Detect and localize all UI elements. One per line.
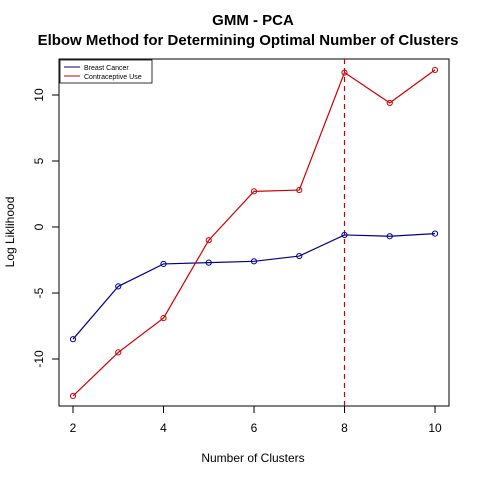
data-point-contraceptive-use <box>160 314 167 322</box>
data-point-contraceptive-use <box>341 69 348 76</box>
x-axis-label: Number of Clusters <box>201 451 304 465</box>
x-axis: 2 4 6 8 10 <box>70 405 442 435</box>
data-point-breast-cancer <box>250 258 258 265</box>
y-tick-label: 0 <box>32 223 46 230</box>
data-point-contraceptive-use <box>250 188 258 195</box>
x-tick-label: 6 <box>251 421 258 435</box>
data-point-breast-cancer <box>296 252 303 260</box>
x-tick-label: 4 <box>160 421 167 435</box>
data-point-contraceptive-use <box>115 349 122 356</box>
data-point-breast-cancer <box>205 259 212 266</box>
x-tick-label: 8 <box>341 421 348 435</box>
chart-title: GMM - PCA <box>212 12 294 29</box>
series-line-breast-cancer <box>72 233 436 340</box>
y-tick-label: -10 <box>32 350 46 368</box>
x-tick-label: 2 <box>70 421 77 435</box>
data-point-contraceptive-use <box>386 99 393 107</box>
data-point-breast-cancer <box>69 336 77 343</box>
legend-box <box>59 59 153 84</box>
data-point-contraceptive-use <box>431 66 439 74</box>
series-line-contraceptive-use <box>72 69 436 397</box>
legend-label-contraceptive-use: Contraceptive Use <box>84 74 142 81</box>
data-point-breast-cancer <box>431 230 439 237</box>
y-tick-label: -5 <box>32 287 46 298</box>
data-point-contraceptive-use <box>205 237 212 244</box>
x-tick-label: 10 <box>428 421 442 435</box>
legend: Breast Cancer Contraceptive Use <box>59 59 153 84</box>
data-point-breast-cancer <box>386 233 393 240</box>
legend-label-breast-cancer: Breast Cancer <box>84 65 129 72</box>
y-tick-label: 5 <box>32 157 46 164</box>
data-point-breast-cancer <box>115 283 122 290</box>
y-axis-label: Log Liklihood <box>3 197 17 268</box>
data-point-contraceptive-use <box>296 186 303 194</box>
data-point-breast-cancer <box>160 260 167 268</box>
chart-subtitle: Elbow Method for Determining Optimal Num… <box>38 32 459 49</box>
series-group <box>69 66 439 400</box>
data-point-contraceptive-use <box>69 392 77 400</box>
y-tick-label: 10 <box>32 88 46 102</box>
y-axis: -10 -5 0 5 10 <box>32 88 60 368</box>
data-point-breast-cancer <box>341 231 348 239</box>
